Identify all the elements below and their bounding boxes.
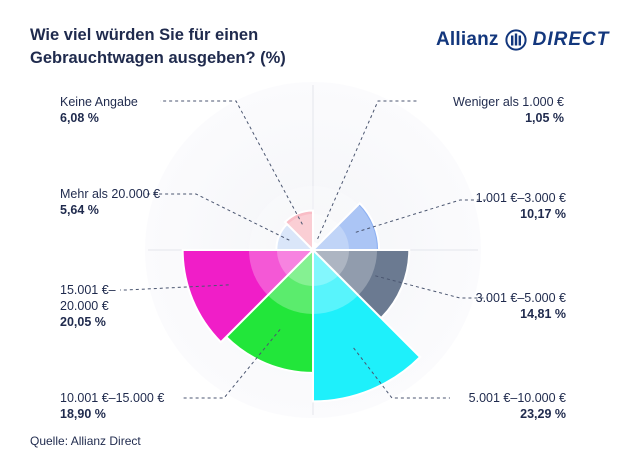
label-name: 3.001 €–5.000 €	[475, 291, 566, 305]
inner-shading-ring-1	[249, 186, 377, 314]
leader-line-10-001-15-000	[182, 329, 281, 399]
label-3001-5000: 3.001 €–5.000 € 14,81 %	[438, 290, 566, 322]
chart-title: Wie viel würden Sie für einen Gebrauchtw…	[30, 26, 286, 67]
label-value: 1,05 %	[525, 111, 564, 125]
label-weniger-1000: Weniger als 1.000 € 1,05 %	[398, 94, 564, 126]
label-value: 18,90 %	[60, 407, 106, 421]
source-note: Quelle: Allianz Direct	[30, 434, 141, 448]
sector-10-001-15-000	[224, 247, 314, 374]
label-value: 23,29 %	[520, 407, 566, 421]
allianz-eagle-icon	[505, 29, 527, 51]
label-name-line2: 20.000 €	[60, 299, 109, 313]
label-name: Keine Angabe	[60, 95, 138, 109]
leader-line-keine-angabe	[160, 100, 303, 225]
sector-15-001-20-000	[181, 249, 316, 344]
label-mehr-20000: Mehr als 20.000 € 5,64 %	[60, 186, 200, 218]
leader-line-1-001-3-000	[355, 199, 488, 233]
chart-sectors	[181, 186, 422, 403]
label-name: 5.001 €–10.000 €	[468, 391, 566, 405]
label-name: 1.001 €–3.000 €	[475, 191, 566, 205]
logo-suffix: DIRECT	[532, 29, 610, 50]
label-keine-angabe: Keine Angabe 6,08 %	[60, 94, 170, 126]
label-value: 14,81 %	[520, 307, 566, 321]
label-value: 10,17 %	[520, 207, 566, 221]
label-name: Weniger als 1.000 €	[453, 95, 564, 109]
leader-line-weniger-als-1-000	[317, 100, 418, 240]
label-name: Mehr als 20.000 €	[60, 187, 161, 201]
label-15001-20000: 15.001 €– 20.000 € 20,05 %	[60, 282, 170, 330]
label-value: 6,08 %	[60, 111, 99, 125]
leader-line-15-001-20-000	[120, 284, 229, 291]
label-10001-15000: 10.001 €–15.000 € 18,90 %	[60, 390, 210, 422]
allianz-direct-logo: Allianz DIRECT	[436, 28, 609, 52]
label-1001-3000: 1.001 €–3.000 € 10,17 %	[438, 190, 566, 222]
label-value: 5,64 %	[60, 203, 99, 217]
label-name: 10.001 €–15.000 €	[60, 391, 165, 405]
leader-line-mehr-als-20-000	[146, 193, 290, 241]
sector-5-001-10-000	[312, 247, 422, 403]
label-5001-10000: 5.001 €–10.000 € 23,29 %	[430, 390, 566, 422]
label-name-line1: 15.001 €–	[60, 283, 116, 297]
logo-brand: Allianz	[436, 29, 499, 50]
chart-leader-lines	[120, 100, 488, 399]
sector-keine-angabe	[283, 209, 314, 253]
sector-3-001-5-000	[310, 249, 411, 320]
label-value: 20,05 %	[60, 315, 106, 329]
inner-shading-ring-2	[277, 214, 349, 286]
